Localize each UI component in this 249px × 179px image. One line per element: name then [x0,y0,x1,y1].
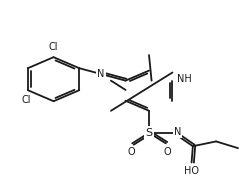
Text: O: O [127,147,135,157]
Text: Cl: Cl [49,42,58,52]
Text: O: O [163,147,171,157]
Text: HO: HO [184,166,199,176]
Text: N: N [174,127,182,137]
Text: Cl: Cl [21,95,31,105]
Text: NH: NH [177,74,192,84]
Text: S: S [145,128,153,138]
Text: N: N [97,69,105,79]
